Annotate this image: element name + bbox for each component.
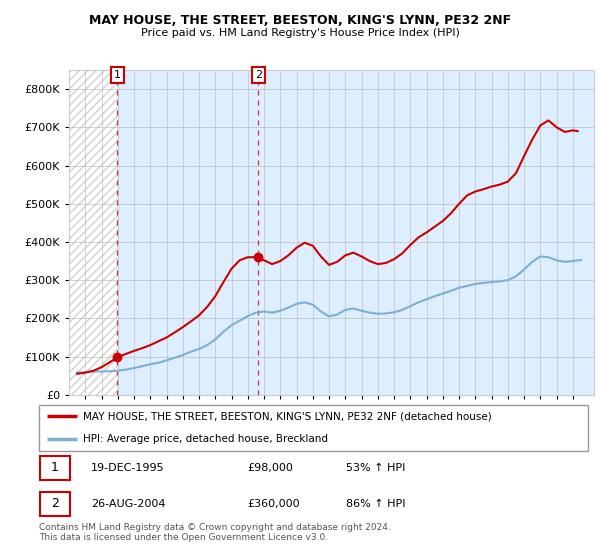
- Text: 19-DEC-1995: 19-DEC-1995: [91, 463, 165, 473]
- FancyBboxPatch shape: [40, 455, 70, 480]
- Text: HPI: Average price, detached house, Breckland: HPI: Average price, detached house, Brec…: [83, 435, 328, 444]
- Text: 86% ↑ HPI: 86% ↑ HPI: [346, 499, 406, 509]
- Point: [254, 253, 263, 262]
- Text: 1: 1: [51, 461, 59, 474]
- Text: 53% ↑ HPI: 53% ↑ HPI: [346, 463, 406, 473]
- Text: Contains HM Land Registry data © Crown copyright and database right 2024.
This d: Contains HM Land Registry data © Crown c…: [39, 523, 391, 543]
- Text: 2: 2: [51, 497, 59, 510]
- Text: 1: 1: [114, 70, 121, 80]
- Text: 26-AUG-2004: 26-AUG-2004: [91, 499, 166, 509]
- Text: MAY HOUSE, THE STREET, BEESTON, KING'S LYNN, PE32 2NF (detached house): MAY HOUSE, THE STREET, BEESTON, KING'S L…: [83, 412, 491, 421]
- Text: £360,000: £360,000: [248, 499, 300, 509]
- Text: MAY HOUSE, THE STREET, BEESTON, KING'S LYNN, PE32 2NF: MAY HOUSE, THE STREET, BEESTON, KING'S L…: [89, 14, 511, 27]
- Text: 2: 2: [255, 70, 262, 80]
- Point: [112, 353, 122, 362]
- FancyBboxPatch shape: [40, 492, 70, 516]
- Text: Price paid vs. HM Land Registry's House Price Index (HPI): Price paid vs. HM Land Registry's House …: [140, 28, 460, 38]
- FancyBboxPatch shape: [39, 405, 588, 451]
- Text: £98,000: £98,000: [248, 463, 293, 473]
